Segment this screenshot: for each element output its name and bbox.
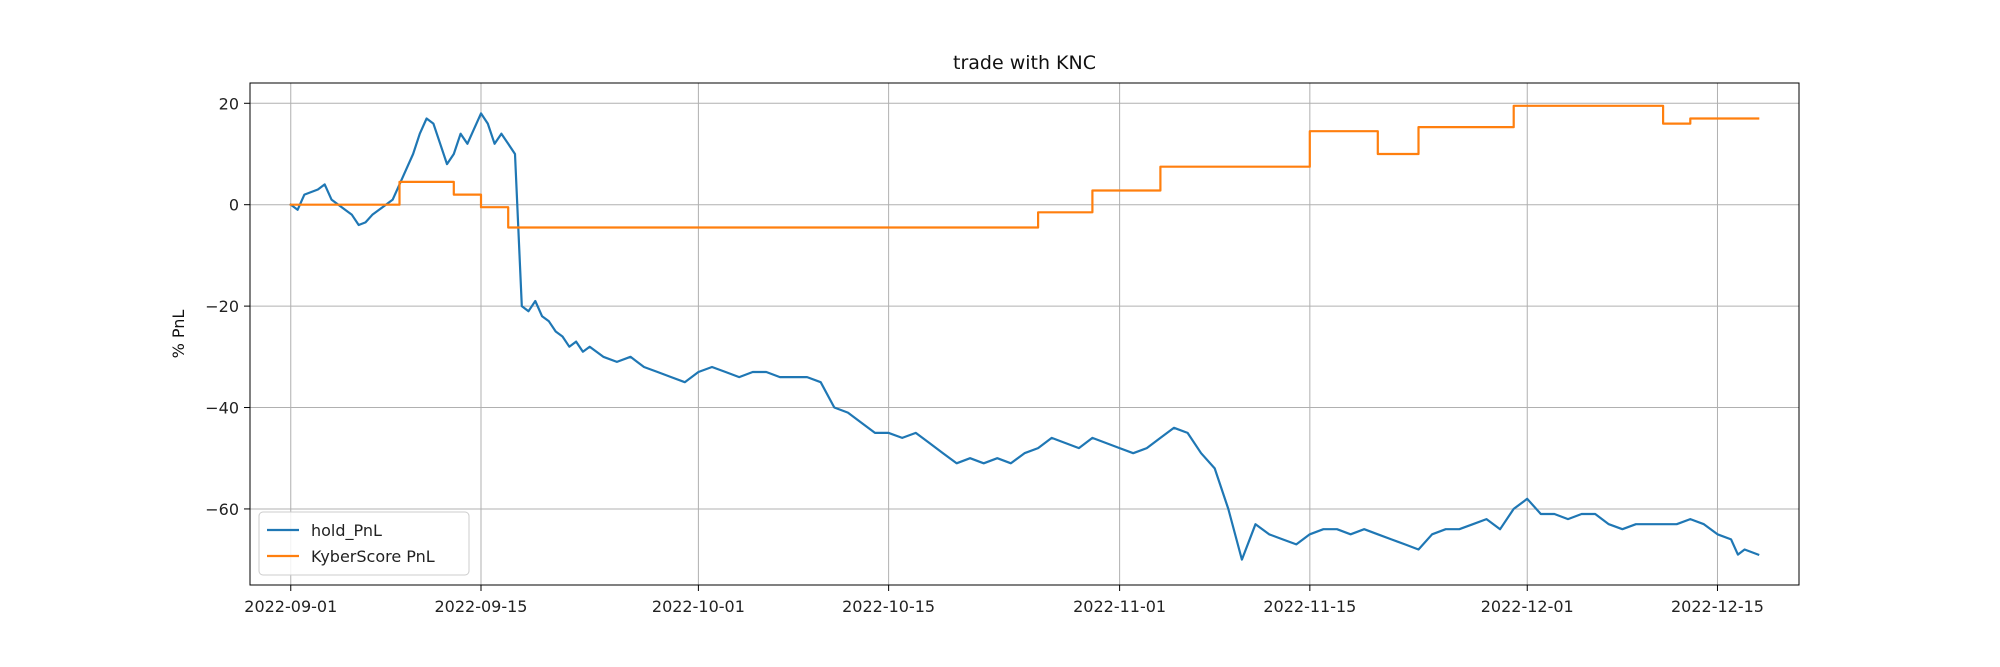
x-tick-label: 2022-12-15 bbox=[1671, 597, 1764, 616]
x-tick-label: 2022-10-15 bbox=[842, 597, 935, 616]
legend-label: KyberScore PnL bbox=[311, 547, 435, 566]
x-tick-label: 2022-12-01 bbox=[1481, 597, 1574, 616]
y-tick-label: 0 bbox=[229, 196, 239, 215]
series-layer bbox=[289, 104, 1760, 561]
legend: hold_PnL KyberScore PnL bbox=[258, 511, 470, 576]
x-tick-label: 2022-10-01 bbox=[652, 597, 745, 616]
y-tick-label: 20 bbox=[219, 94, 239, 113]
x-tick-label: 2022-11-01 bbox=[1073, 597, 1166, 616]
y-tick-label: −40 bbox=[205, 399, 239, 418]
x-tick-label: 2022-11-15 bbox=[1263, 597, 1356, 616]
series-line-0 bbox=[289, 112, 1760, 561]
legend-label: hold_PnL bbox=[311, 521, 382, 541]
series-line-1 bbox=[289, 104, 1760, 229]
y-tick-label: −60 bbox=[205, 500, 239, 519]
y-tick-label: −20 bbox=[205, 297, 239, 316]
legend-box bbox=[258, 511, 470, 576]
ticks: 2022-09-01 2022-09-15 2022-10-01 2022-10-15… bbox=[205, 94, 1764, 616]
x-tick-label: 2022-09-01 bbox=[244, 597, 337, 616]
axes-frame bbox=[249, 82, 1800, 586]
chart-title: trade with KNC bbox=[953, 52, 1096, 74]
grid bbox=[250, 83, 1799, 585]
x-tick-label: 2022-09-15 bbox=[434, 597, 527, 616]
y-axis-label: % PnL bbox=[169, 310, 188, 359]
